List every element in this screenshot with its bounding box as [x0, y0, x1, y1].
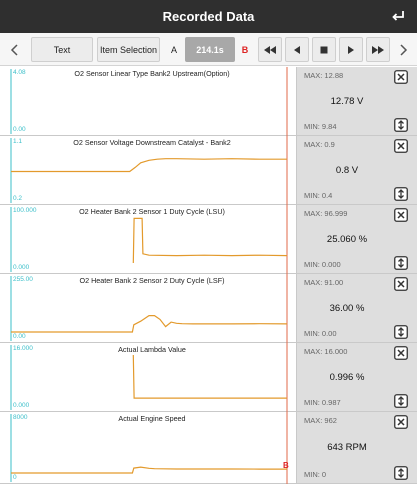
fast-forward-icon[interactable] — [366, 37, 390, 62]
close-icon[interactable] — [394, 139, 408, 153]
value-sidebar: MAX: 12.88 12.78 V MIN: 9.84 — [296, 67, 417, 135]
min-value: MIN: 0.000 — [304, 260, 341, 269]
series-line — [11, 314, 288, 333]
item-selection-button[interactable]: Item Selection — [97, 37, 160, 62]
panel-title: O2 Heater Bank 2 Sensor 1 Duty Cycle (LS… — [79, 207, 225, 216]
time-display: 214.1s — [185, 37, 235, 62]
scale-toggle-icon[interactable] — [394, 325, 408, 339]
scale-toggle-icon[interactable] — [394, 394, 408, 408]
data-panel: 255.00 0.00 O2 Heater Bank 2 Sensor 2 Du… — [0, 274, 417, 343]
panel-title: O2 Sensor Voltage Downstream Catalyst - … — [73, 138, 231, 147]
line-chart — [10, 343, 288, 412]
y-min-label: 0.2 — [13, 195, 23, 202]
step-back-icon[interactable] — [285, 37, 309, 62]
panel-title: O2 Sensor Linear Type Bank2 Upstream(Opt… — [74, 69, 230, 78]
y-max-label: 8000 — [13, 414, 28, 421]
text-button[interactable]: Text — [31, 37, 93, 62]
play-icon[interactable] — [339, 37, 363, 62]
min-value: MIN: 0.00 — [304, 329, 337, 338]
y-max-label: 100.000 — [13, 207, 37, 214]
line-chart — [10, 136, 288, 205]
current-value: 36.00 % — [329, 302, 365, 314]
line-chart — [10, 274, 288, 343]
y-min-label: 0.000 — [13, 264, 30, 271]
y-max-label: 1.1 — [13, 138, 23, 145]
y-min-label: 0.00 — [13, 126, 26, 133]
graph-area[interactable]: 1.1 0.2 O2 Sensor Voltage Downstream Cat… — [0, 136, 296, 205]
max-value: MAX: 0.9 — [304, 140, 335, 149]
current-value: 643 RPM — [327, 442, 367, 453]
scale-toggle-icon[interactable] — [394, 118, 408, 132]
graph-area[interactable]: 8000 0 Actual Engine Speed — [0, 412, 296, 484]
max-value: MAX: 16.000 — [304, 347, 348, 356]
graph-area[interactable]: 255.00 0.00 O2 Heater Bank 2 Sensor 2 Du… — [0, 274, 296, 343]
panel-title: Actual Lambda Value — [118, 345, 186, 354]
data-panel: 1.1 0.2 O2 Sensor Voltage Downstream Cat… — [0, 136, 417, 205]
min-value: MIN: 0.987 — [304, 398, 341, 407]
stop-icon[interactable] — [312, 37, 336, 62]
marker-b[interactable]: B — [241, 44, 249, 55]
current-value: 0.8 V — [335, 164, 359, 176]
graph-area[interactable]: 16.000 0.000 Actual Lambda Value — [0, 343, 296, 412]
chevron-right-icon[interactable] — [393, 37, 413, 62]
y-max-label: 16.000 — [13, 345, 33, 352]
min-value: MIN: 0 — [304, 470, 327, 479]
panel-title: O2 Heater Bank 2 Sensor 2 Duty Cycle (LS… — [79, 276, 225, 285]
series-line — [132, 354, 287, 399]
data-panel: 100.000 0.000 O2 Heater Bank 2 Sensor 1 … — [0, 205, 417, 274]
y-max-label: 255.00 — [13, 276, 33, 283]
return-arrow-icon[interactable] — [389, 8, 407, 26]
series-line — [132, 217, 288, 264]
value-sidebar: MAX: 91.00 36.00 % MIN: 0.00 — [296, 274, 417, 342]
max-value: MAX: 962 — [304, 416, 337, 425]
max-value: MAX: 96.999 — [304, 209, 348, 218]
line-chart — [10, 412, 288, 484]
fast-rewind-icon[interactable] — [258, 37, 282, 62]
value-sidebar: MAX: 0.9 0.8 V MIN: 0.4 — [296, 136, 417, 204]
current-value: 0.996 % — [329, 371, 365, 383]
y-min-label: 0 — [13, 474, 17, 481]
line-chart — [10, 205, 288, 274]
scale-toggle-icon[interactable] — [394, 466, 408, 480]
value-sidebar: MAX: 16.000 0.996 % MIN: 0.987 — [296, 343, 417, 411]
marker-a[interactable]: A — [170, 44, 177, 55]
current-value: 25.060 % — [326, 233, 368, 245]
value-sidebar: MAX: 96.999 25.060 % MIN: 0.000 — [296, 205, 417, 273]
title-bar: Recorded Data — [0, 0, 417, 33]
current-value: 12.78 V — [330, 95, 364, 107]
max-value: MAX: 91.00 — [304, 278, 344, 287]
close-icon[interactable] — [394, 277, 408, 291]
close-icon[interactable] — [394, 346, 408, 360]
panel-title: Actual Engine Speed — [118, 414, 186, 423]
scale-toggle-icon[interactable] — [394, 187, 408, 201]
data-panel: 4.08 0.00 O2 Sensor Linear Type Bank2 Up… — [0, 67, 417, 136]
close-icon[interactable] — [394, 70, 408, 84]
min-value: MIN: 0.4 — [304, 191, 333, 200]
min-value: MIN: 9.84 — [304, 122, 337, 131]
series-line — [11, 158, 287, 173]
cursor-b-label: B — [283, 461, 289, 470]
y-min-label: 0.00 — [13, 333, 26, 340]
graph-area[interactable]: 4.08 0.00 O2 Sensor Linear Type Bank2 Up… — [0, 67, 296, 136]
close-icon[interactable] — [394, 208, 408, 222]
value-sidebar: MAX: 962 643 RPM MIN: 0 — [296, 412, 417, 483]
chevron-left-icon[interactable] — [4, 37, 26, 62]
y-max-label: 4.08 — [13, 69, 26, 76]
y-min-label: 0.000 — [13, 402, 30, 409]
graph-area[interactable]: 100.000 0.000 O2 Heater Bank 2 Sensor 1 … — [0, 205, 296, 274]
playback-toolbar: Text Item Selection A 214.1s B — [0, 33, 417, 66]
line-chart — [10, 67, 288, 136]
page-title: Recorded Data — [162, 9, 255, 24]
max-value: MAX: 12.88 — [304, 71, 344, 80]
series-line — [11, 466, 287, 474]
scale-toggle-icon[interactable] — [394, 256, 408, 270]
close-icon[interactable] — [394, 415, 408, 429]
data-panel: 16.000 0.000 Actual Lambda Value MAX: 16… — [0, 343, 417, 412]
data-panel: 8000 0 Actual Engine Speed MAX: 962 643 … — [0, 412, 417, 484]
